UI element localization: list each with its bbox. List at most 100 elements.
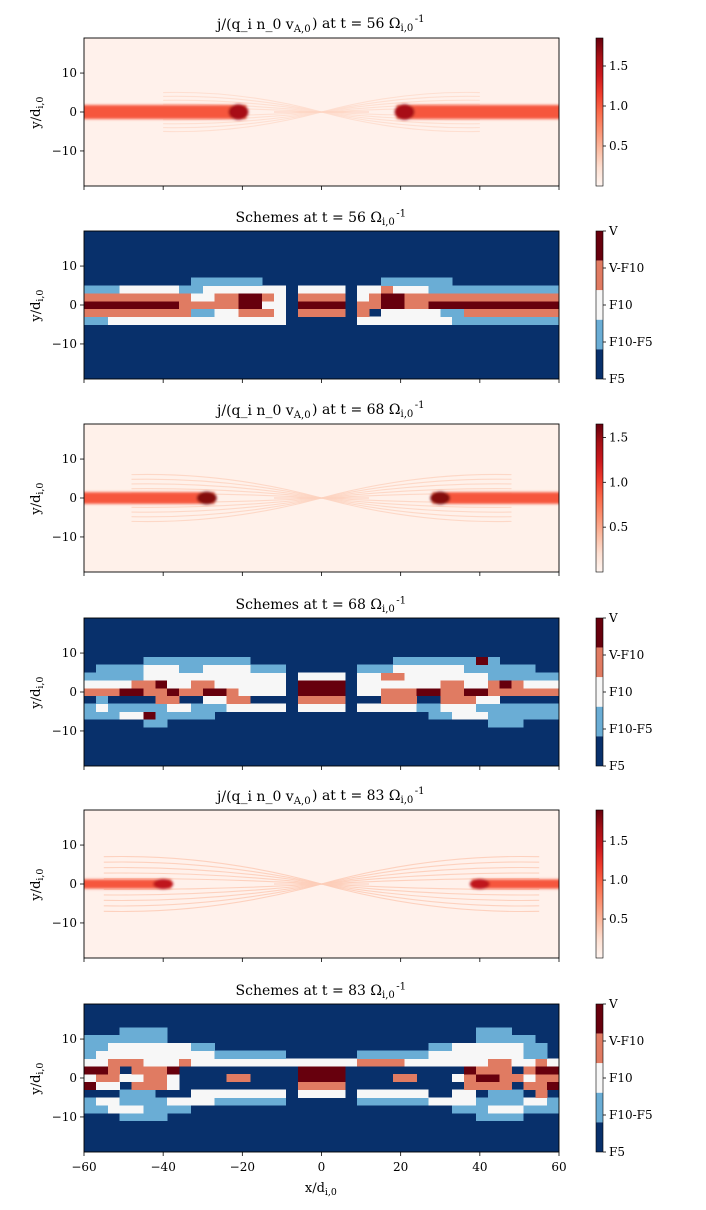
scheme-cell (238, 688, 287, 697)
scheme-cell (84, 1050, 97, 1059)
current-core (84, 492, 215, 504)
y-tick-label: 0 (69, 685, 77, 699)
scheme-cell (84, 1066, 109, 1075)
scheme-cell (440, 680, 465, 689)
colorbar-tick-label: 0.5 (609, 139, 628, 153)
scheme-cell (380, 277, 453, 286)
scheme-cell (392, 285, 429, 294)
scheme-cell (84, 308, 168, 317)
y-tick-label: 0 (69, 105, 77, 119)
plot-area (84, 810, 559, 958)
scheme-cell (179, 688, 204, 697)
scheme-cell (190, 301, 239, 310)
scheme-cell (297, 1074, 346, 1083)
scheme-cell (464, 680, 489, 689)
scheme-cell (262, 1058, 299, 1067)
colorbar-tick-label: 0.5 (609, 520, 628, 534)
scheme-cell (440, 703, 477, 712)
scheme-cell (84, 301, 180, 310)
colorbar-tick-label: F10 (609, 1071, 633, 1085)
scheme-cell (119, 1074, 144, 1083)
scheme-cell (119, 711, 144, 720)
scheme-cell (179, 672, 215, 681)
scheme-cell (179, 664, 204, 673)
y-axis-label: y/di,0 (28, 1061, 46, 1095)
scheme-cell (464, 688, 489, 697)
scheme-cell (190, 680, 215, 689)
scheme-cell (297, 703, 346, 712)
scheme-cell (475, 695, 500, 704)
scheme-cell (499, 680, 512, 689)
scheme-cell (404, 1058, 453, 1067)
scheme-cell (452, 1105, 489, 1114)
scheme-cell (523, 1074, 536, 1083)
colorbar-tick-label: F10 (609, 685, 633, 699)
scheme-cell (107, 1105, 144, 1114)
colorbar-tick-label: V (608, 224, 618, 238)
colorbar-tick-label: 1.5 (609, 430, 628, 444)
scheme-cell (107, 1058, 144, 1067)
scheme-cell (523, 1066, 536, 1075)
scheme-cell (440, 695, 477, 704)
y-axis-label: y/di,0 (28, 95, 46, 129)
scheme-cell (84, 1081, 97, 1090)
scheme-cell (238, 293, 263, 302)
scheme-cell (297, 1066, 346, 1075)
x-tick-label: 0 (318, 1160, 326, 1174)
scheme-cell (380, 293, 405, 302)
scheme-cell (357, 680, 417, 689)
current-sheet (84, 878, 559, 890)
scheme-cell (416, 680, 441, 689)
scheme-cell (179, 656, 251, 666)
plot-area (84, 38, 559, 186)
scheme-cell (84, 1042, 109, 1052)
current-peak (228, 104, 249, 120)
colorbar-tick-label: F5 (609, 1145, 625, 1159)
scheme-cell (297, 293, 346, 302)
scheme-cell (190, 703, 227, 712)
scheme-cell (392, 656, 477, 666)
scheme-cell (95, 1074, 120, 1083)
scheme-cell (428, 293, 559, 302)
scheme-cell (523, 1035, 536, 1044)
scheme-cell (297, 672, 346, 681)
colorbar-tick-label: F10-F5 (609, 1108, 653, 1122)
scheme-cell (214, 1050, 287, 1059)
scheme-cell (107, 1042, 192, 1052)
colorbar-segment (596, 706, 603, 737)
scheme-cell (392, 1074, 417, 1083)
scheme-cell (84, 293, 192, 302)
plot-area (84, 424, 559, 572)
scheme-cell (107, 703, 168, 712)
scheme-cell (214, 1089, 287, 1098)
colorbar-segment (596, 1033, 603, 1064)
scheme-cell (452, 316, 559, 325)
scheme-cell (428, 1042, 453, 1052)
scheme-cell (464, 664, 536, 673)
colorbar-tick-label: V-F10 (608, 261, 644, 275)
scheme-cell (190, 1058, 263, 1067)
scheme-cell (440, 672, 489, 681)
colorbar-tick-label: F10-F5 (609, 722, 653, 736)
scheme-cell (84, 1035, 109, 1044)
scheme-cell (487, 1081, 512, 1090)
scheme-cell (464, 308, 559, 317)
y-axis-label: y/di,0 (28, 481, 46, 515)
scheme-cell (475, 1050, 524, 1059)
scheme-cell (440, 308, 465, 317)
scheme-cell (84, 703, 97, 712)
scheme-cell (84, 1097, 97, 1106)
y-axis-label: y/di,0 (28, 288, 46, 322)
scheme-cell (523, 680, 559, 689)
panel-6: V V-F10 F10 F10-F5 F5 10 0 −10 −60 −40 −20 0 20 40 60 S… (28, 981, 653, 1198)
scheme-cell (357, 1058, 405, 1067)
scheme-cell (475, 1066, 512, 1075)
scheme-cell (167, 1074, 180, 1083)
scheme-cells (84, 656, 559, 728)
scheme-cell (523, 1042, 548, 1052)
x-tick-label: −60 (71, 1160, 96, 1174)
scheme-cell (179, 1058, 192, 1067)
scheme-cell (167, 680, 192, 689)
y-tick-label: −10 (52, 144, 77, 158)
plot-area (84, 1004, 559, 1152)
